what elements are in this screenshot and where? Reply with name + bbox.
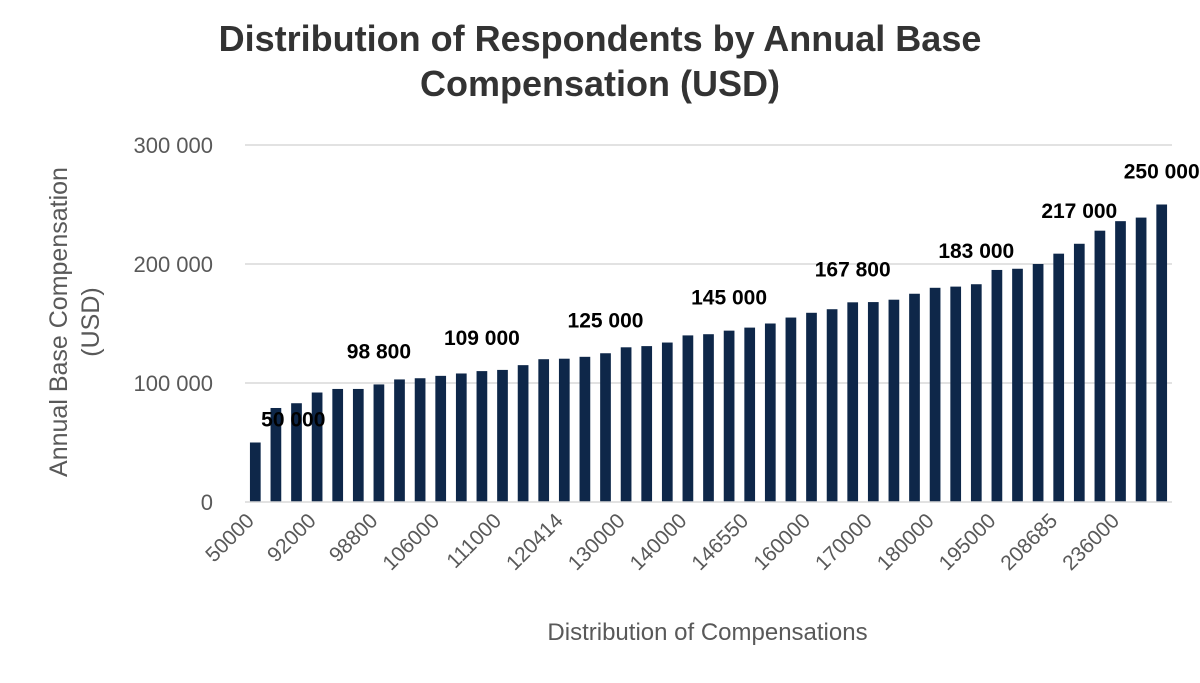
bar bbox=[661, 342, 673, 502]
x-tick-label: 111000 bbox=[442, 509, 506, 573]
data-label: 50 000 bbox=[261, 409, 325, 432]
bar bbox=[909, 293, 920, 502]
data-label: 167 800 bbox=[815, 258, 891, 281]
x-tick-label: 130000 bbox=[564, 509, 630, 575]
x-tick-label: 160000 bbox=[749, 509, 815, 575]
bar bbox=[600, 353, 611, 502]
bar bbox=[703, 334, 714, 502]
bar bbox=[352, 388, 364, 502]
bar bbox=[414, 378, 426, 502]
bar bbox=[476, 371, 488, 502]
bar bbox=[620, 347, 632, 502]
bar bbox=[249, 442, 261, 502]
bar bbox=[867, 302, 879, 502]
x-tick-label: 50000 bbox=[201, 509, 259, 567]
bar bbox=[558, 358, 570, 502]
bar bbox=[847, 302, 859, 502]
chart-title-line-2: Compensation (USD) bbox=[420, 63, 780, 104]
bar bbox=[455, 373, 467, 502]
bar bbox=[1073, 243, 1085, 502]
bar bbox=[1156, 204, 1168, 502]
x-tick-label: 236000 bbox=[1058, 509, 1124, 575]
bar bbox=[1053, 253, 1065, 502]
bar bbox=[1094, 230, 1106, 502]
bar bbox=[394, 379, 405, 502]
bar bbox=[970, 284, 982, 502]
x-tick-label: 140000 bbox=[626, 509, 692, 575]
bar bbox=[888, 299, 900, 502]
y-tick-label: 0 bbox=[201, 490, 213, 515]
bar bbox=[641, 346, 653, 502]
bar bbox=[435, 375, 447, 502]
bar bbox=[311, 392, 323, 502]
bar bbox=[682, 335, 694, 502]
x-tick-label: 120414 bbox=[502, 509, 568, 575]
y-tick-label: 300 000 bbox=[133, 133, 213, 158]
bar bbox=[538, 359, 550, 502]
x-axis-label: Distribution of Compensations bbox=[547, 619, 868, 646]
data-label: 250 000 bbox=[1124, 161, 1200, 184]
x-tick-label: 92000 bbox=[263, 509, 321, 567]
data-label: 183 000 bbox=[938, 240, 1014, 263]
bar bbox=[291, 403, 302, 502]
data-label: 145 000 bbox=[691, 287, 767, 310]
y-tick-label: 100 000 bbox=[133, 371, 213, 396]
x-tick-label: 146550 bbox=[687, 509, 753, 575]
bar bbox=[785, 317, 797, 502]
x-tick-label: 170000 bbox=[811, 509, 877, 575]
data-label: 217 000 bbox=[1041, 200, 1117, 223]
bar bbox=[1135, 217, 1147, 502]
bar bbox=[744, 327, 756, 502]
x-tick-label: 208685 bbox=[996, 509, 1062, 575]
bar bbox=[517, 365, 529, 502]
bar bbox=[764, 323, 776, 502]
data-label: 109 000 bbox=[444, 327, 520, 350]
bar bbox=[1012, 268, 1023, 502]
y-tick-label: 200 000 bbox=[133, 252, 213, 277]
data-label: 125 000 bbox=[568, 309, 644, 332]
bar bbox=[991, 269, 1003, 502]
x-tick-label: 195000 bbox=[935, 509, 1001, 575]
bar bbox=[373, 384, 385, 502]
x-tick-label: 98800 bbox=[325, 509, 383, 567]
bar bbox=[826, 309, 838, 502]
bar bbox=[929, 287, 941, 502]
x-tick-label: 106000 bbox=[378, 509, 444, 575]
bar bbox=[723, 330, 735, 502]
bar bbox=[497, 369, 508, 502]
bar bbox=[1032, 264, 1044, 502]
x-tick-label: 180000 bbox=[873, 509, 939, 575]
bar bbox=[1115, 221, 1126, 502]
bar bbox=[579, 356, 591, 502]
chart-title-line-1: Distribution of Respondents by Annual Ba… bbox=[218, 18, 982, 59]
bar bbox=[332, 388, 344, 502]
bar bbox=[270, 407, 282, 502]
data-label: 98 800 bbox=[347, 340, 411, 363]
bar bbox=[950, 286, 962, 502]
bar bbox=[806, 312, 817, 502]
